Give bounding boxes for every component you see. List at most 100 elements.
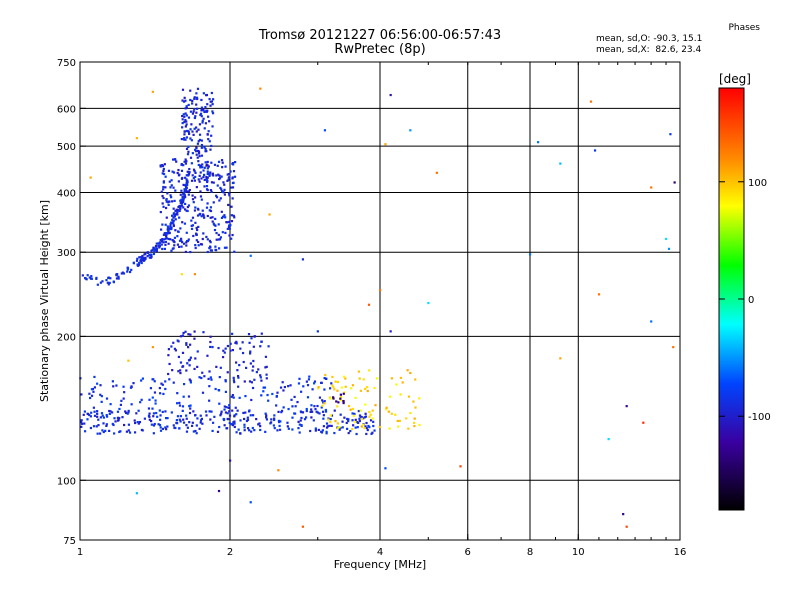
data-point xyxy=(227,203,230,207)
data-point xyxy=(196,365,199,369)
data-point xyxy=(120,272,123,275)
data-point xyxy=(364,425,367,428)
data-point xyxy=(203,178,206,182)
data-point xyxy=(329,414,332,417)
data-point xyxy=(235,431,238,434)
data-point xyxy=(101,429,104,432)
data-point xyxy=(162,181,165,184)
data-point xyxy=(160,228,163,231)
data-point xyxy=(184,186,188,189)
data-point xyxy=(329,417,332,421)
data-point xyxy=(203,110,206,114)
data-point xyxy=(273,418,276,422)
data-point xyxy=(150,249,153,252)
data-point xyxy=(80,419,83,422)
data-point xyxy=(409,411,412,415)
data-point xyxy=(187,103,190,107)
data-point xyxy=(221,190,224,193)
data-point xyxy=(226,371,229,374)
data-point xyxy=(157,244,160,247)
data-point xyxy=(179,227,182,230)
data-point xyxy=(248,352,252,355)
data-point xyxy=(170,196,173,199)
data-point xyxy=(132,382,135,385)
data-point xyxy=(180,137,183,141)
data-point xyxy=(161,383,164,386)
data-point xyxy=(173,240,176,244)
data-point xyxy=(329,421,332,424)
data-point xyxy=(280,409,284,413)
data-point xyxy=(299,419,302,422)
data-point xyxy=(206,164,209,167)
data-point xyxy=(260,379,263,382)
data-point xyxy=(159,418,162,421)
data-point xyxy=(117,418,120,422)
data-point xyxy=(251,386,255,390)
data-point xyxy=(320,406,323,409)
data-point xyxy=(176,211,179,214)
data-point xyxy=(244,411,247,414)
x-tick-label: 16 xyxy=(674,547,687,558)
data-point xyxy=(279,420,282,423)
data-point xyxy=(137,409,140,412)
data-point xyxy=(211,110,214,113)
data-point xyxy=(192,430,195,433)
data-point xyxy=(341,426,344,429)
data-point xyxy=(265,377,268,380)
data-point xyxy=(161,202,164,205)
data-point xyxy=(360,417,364,420)
data-point xyxy=(231,332,234,335)
data-point xyxy=(342,400,345,403)
data-point xyxy=(228,410,231,413)
data-point xyxy=(162,196,165,200)
data-point xyxy=(226,173,229,176)
data-point xyxy=(184,118,187,122)
data-point xyxy=(90,388,94,391)
data-point xyxy=(176,208,180,212)
data-point xyxy=(161,247,164,251)
data-point xyxy=(164,223,167,226)
data-point xyxy=(333,431,336,435)
data-point xyxy=(305,409,308,413)
data-point xyxy=(174,426,177,430)
data-point xyxy=(206,180,209,184)
data-point xyxy=(167,227,170,230)
data-point xyxy=(323,402,326,405)
data-point xyxy=(183,115,186,118)
data-point xyxy=(183,133,186,136)
data-point xyxy=(397,425,400,428)
data-point xyxy=(96,432,99,435)
data-point xyxy=(177,355,180,359)
data-point xyxy=(252,359,255,363)
data-point xyxy=(198,376,201,379)
data-point xyxy=(338,428,341,431)
data-point xyxy=(322,417,325,420)
data-point xyxy=(212,98,215,101)
data-point xyxy=(536,141,540,144)
data-point xyxy=(172,186,175,189)
data-point xyxy=(172,212,175,215)
data-point xyxy=(182,183,185,187)
data-point xyxy=(265,418,269,421)
data-point xyxy=(287,407,290,411)
data-point xyxy=(336,422,339,425)
data-point xyxy=(223,351,226,354)
data-point xyxy=(143,417,146,420)
data-point xyxy=(100,395,103,398)
data-point xyxy=(259,376,262,379)
data-point xyxy=(323,129,327,132)
chart-subtitle: RwPretec (8p) xyxy=(334,42,426,57)
data-point xyxy=(597,293,601,296)
data-point xyxy=(357,370,360,373)
data-point xyxy=(249,414,252,417)
data-point xyxy=(107,276,110,280)
data-point xyxy=(231,233,234,237)
data-point xyxy=(280,411,283,414)
data-point xyxy=(214,248,217,251)
data-point xyxy=(324,373,327,377)
data-point xyxy=(183,160,186,163)
data-point xyxy=(227,406,230,409)
data-point xyxy=(162,180,165,183)
data-point xyxy=(186,239,190,243)
data-point xyxy=(201,237,204,241)
